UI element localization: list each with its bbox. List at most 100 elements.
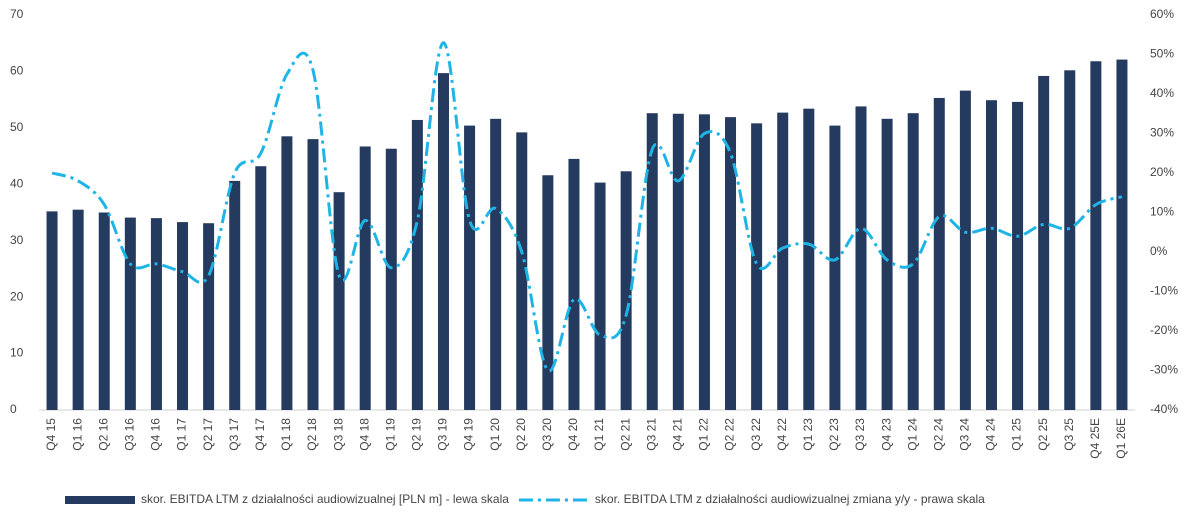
x-tick-label: Q4 19 [462, 418, 476, 451]
x-tick-label: Q4 23 [879, 418, 893, 451]
bar [229, 180, 241, 410]
y2-tick-label: 20% [1150, 165, 1174, 179]
x-tick-label: Q2 18 [305, 418, 319, 451]
bar [855, 106, 867, 411]
x-tick-label: Q1 16 [70, 418, 84, 451]
bar [829, 125, 841, 410]
y-tick-label: 0 [10, 402, 17, 416]
x-tick-label: Q4 18 [357, 418, 371, 451]
bar [985, 100, 997, 410]
bar [1090, 61, 1102, 411]
bar [490, 118, 502, 410]
bar [751, 123, 763, 410]
line [51, 41, 1123, 373]
y-tick-label: 10 [10, 346, 24, 360]
x-tick-label: Q4 16 [149, 418, 163, 451]
legend-swatch [65, 496, 135, 504]
bar [542, 175, 554, 410]
bar [881, 118, 893, 410]
bar [411, 119, 423, 410]
x-tick-label: Q1 20 [488, 418, 502, 451]
y2-tick-label: 50% [1150, 47, 1174, 61]
x-tick-label: Q3 21 [644, 418, 658, 451]
x-tick-label: Q4 22 [775, 418, 789, 451]
bar [307, 139, 319, 410]
x-tick-label: Q3 17 [227, 418, 241, 451]
bar [959, 90, 971, 410]
bar [594, 182, 606, 410]
bar [516, 132, 528, 410]
x-tick-label: Q2 17 [201, 418, 215, 451]
x-tick-label: Q3 22 [749, 418, 763, 451]
bar [437, 73, 449, 410]
y2-tick-label: -10% [1150, 284, 1178, 298]
x-tick-label: Q4 17 [253, 418, 267, 451]
bar [698, 114, 710, 411]
bar [150, 218, 162, 410]
bar [281, 136, 293, 411]
y2-tick-label: 60% [1150, 7, 1174, 21]
y2-tick-label: -20% [1150, 323, 1178, 337]
bar [777, 112, 789, 410]
bar [1116, 59, 1128, 410]
bar [98, 212, 110, 410]
x-tick-label: Q2 20 [514, 418, 528, 451]
bar [464, 125, 476, 410]
x-tick-label: Q1 19 [383, 418, 397, 451]
y2-tick-label: -40% [1150, 402, 1178, 416]
x-tick-label: Q1 24 [905, 418, 919, 451]
bar [803, 108, 815, 411]
bar [568, 158, 580, 410]
y-tick-label: 70 [10, 7, 24, 21]
y-tick-label: 60 [10, 64, 24, 78]
bar [46, 211, 58, 410]
bar [1012, 101, 1024, 411]
bar [933, 97, 945, 410]
y-tick-label: 20 [10, 289, 24, 303]
y2-tick-label: 10% [1150, 205, 1174, 219]
bar [203, 223, 215, 410]
bar [124, 217, 136, 410]
x-tick-label: Q3 25 [1062, 418, 1076, 451]
x-tick-label: Q2 19 [410, 418, 424, 451]
x-tick-label: Q1 23 [801, 418, 815, 451]
bar [907, 113, 919, 410]
y-tick-label: 40 [10, 176, 24, 190]
x-tick-label: Q2 16 [96, 418, 110, 451]
x-tick-label: Q2 21 [618, 418, 632, 451]
x-tick-label: Q1 18 [279, 418, 293, 451]
bar [620, 171, 632, 410]
bar [255, 166, 267, 410]
bar [177, 222, 189, 410]
x-tick-label: Q1 22 [697, 418, 711, 451]
bar [725, 117, 737, 410]
x-tick-label: Q3 18 [331, 418, 345, 451]
x-tick-label: Q3 20 [540, 418, 554, 451]
y2-tick-label: 40% [1150, 86, 1174, 100]
bar [672, 113, 684, 410]
x-tick-label: Q3 23 [853, 418, 867, 451]
y2-tick-label: 0% [1150, 244, 1168, 258]
bar [1038, 75, 1050, 410]
x-tick-label: Q3 19 [436, 418, 450, 451]
x-tick-label: Q4 20 [566, 418, 580, 451]
y2-tick-label: -30% [1150, 363, 1178, 377]
x-tick-label: Q2 25 [1036, 418, 1050, 451]
y-tick-label: 30 [10, 233, 24, 247]
x-tick-label: Q2 24 [931, 418, 945, 451]
y2-tick-label: 30% [1150, 126, 1174, 140]
bar [333, 192, 345, 410]
x-tick-label: Q1 26E [1114, 418, 1128, 459]
legend-label: skor. EBITDA LTM z działalności audiowiz… [595, 492, 985, 506]
bar [1064, 70, 1076, 411]
x-tick-label: Q4 24 [984, 418, 998, 451]
x-tick-label: Q3 16 [123, 418, 137, 451]
x-tick-label: Q4 15 [44, 418, 58, 451]
legend-label: skor. EBITDA LTM z działalności audiowiz… [141, 492, 509, 506]
x-tick-label: Q1 17 [175, 418, 189, 451]
bar [359, 146, 371, 410]
x-tick-label: Q4 25E [1088, 418, 1102, 459]
bar [72, 209, 84, 410]
bar [646, 113, 658, 410]
x-tick-label: Q3 24 [958, 418, 972, 451]
